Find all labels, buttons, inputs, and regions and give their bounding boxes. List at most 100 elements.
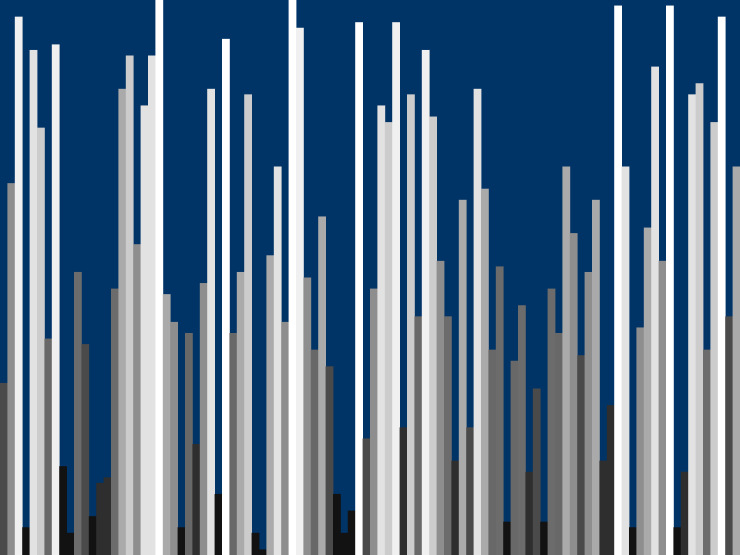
bar: [0, 382, 8, 555]
bar: [577, 355, 585, 555]
bar: [688, 94, 696, 555]
bar: [236, 271, 245, 555]
bar: [384, 122, 393, 555]
bar: [81, 344, 90, 555]
bar: [451, 460, 460, 555]
bar: [340, 532, 349, 555]
bar: [458, 199, 467, 555]
bar: [725, 316, 733, 555]
bar: [318, 216, 326, 555]
bar: [569, 233, 578, 555]
bar: [629, 527, 637, 555]
bar: [125, 55, 134, 555]
bar: [74, 271, 82, 555]
bar: [481, 188, 489, 555]
bar: [29, 49, 38, 555]
bar: [177, 527, 186, 555]
bar: [229, 333, 238, 555]
bar: [562, 166, 571, 555]
bar: [22, 527, 30, 555]
bar: [66, 532, 75, 555]
bar: [584, 271, 593, 555]
bar: [377, 105, 386, 555]
bar: [703, 349, 711, 555]
bar: [621, 166, 630, 555]
bar: [370, 288, 378, 555]
bar: [325, 366, 334, 555]
bar: [214, 493, 223, 555]
bar: [111, 288, 119, 555]
bar: [14, 16, 23, 555]
bar: [140, 105, 149, 555]
bar: [44, 338, 53, 555]
bar: [192, 444, 201, 555]
bar: [495, 266, 504, 555]
bar: [503, 521, 511, 555]
bar: [303, 277, 312, 555]
bar: [207, 88, 215, 555]
bar: [429, 116, 437, 555]
bar: [518, 305, 526, 555]
bar: [199, 283, 208, 555]
bar: [510, 360, 519, 555]
bar: [473, 88, 482, 555]
bar: [288, 0, 297, 555]
bar: [392, 22, 400, 555]
bar: [717, 16, 726, 555]
bar: [88, 516, 97, 555]
bar: [488, 349, 497, 555]
bar: [355, 22, 363, 555]
bar: [347, 510, 356, 555]
bar: [118, 88, 127, 555]
bar: [732, 166, 740, 555]
bar: [414, 316, 423, 555]
bar: [436, 260, 445, 555]
bar: [222, 38, 230, 555]
bar: [710, 122, 719, 555]
bar: [525, 471, 534, 555]
bar: [51, 44, 60, 555]
bar: [103, 477, 112, 555]
bar: [148, 55, 156, 555]
bar: [37, 127, 45, 555]
bar: [362, 438, 371, 555]
bar: [532, 388, 541, 555]
bar: [96, 482, 104, 555]
bar: [155, 0, 164, 555]
bar: [592, 199, 600, 555]
bar: [7, 183, 16, 555]
bar: [599, 460, 608, 555]
bar: [407, 94, 415, 555]
bar: [251, 532, 260, 555]
bar: [273, 166, 282, 555]
bar: [170, 321, 178, 555]
bar: [444, 316, 452, 555]
bar: [636, 327, 645, 555]
bar: [310, 349, 319, 555]
bar: [673, 527, 682, 555]
bar: [244, 94, 252, 555]
bar: [399, 427, 408, 555]
bar: [547, 288, 556, 555]
bar: [695, 83, 704, 555]
bar: [651, 66, 659, 555]
bar: [259, 549, 267, 555]
bar: [59, 466, 67, 555]
bar: [680, 471, 689, 555]
bar: [614, 5, 622, 555]
bar: [643, 227, 652, 555]
bar: [296, 27, 304, 555]
bar: [266, 255, 275, 555]
bar: [666, 5, 674, 555]
bar: [333, 493, 341, 555]
bar: [133, 244, 141, 555]
bar: [162, 294, 171, 555]
bar: [606, 405, 615, 555]
bar: [466, 427, 474, 555]
bar: [658, 260, 667, 555]
bar: [540, 521, 548, 555]
bar: [555, 333, 563, 555]
bar: [421, 49, 430, 555]
